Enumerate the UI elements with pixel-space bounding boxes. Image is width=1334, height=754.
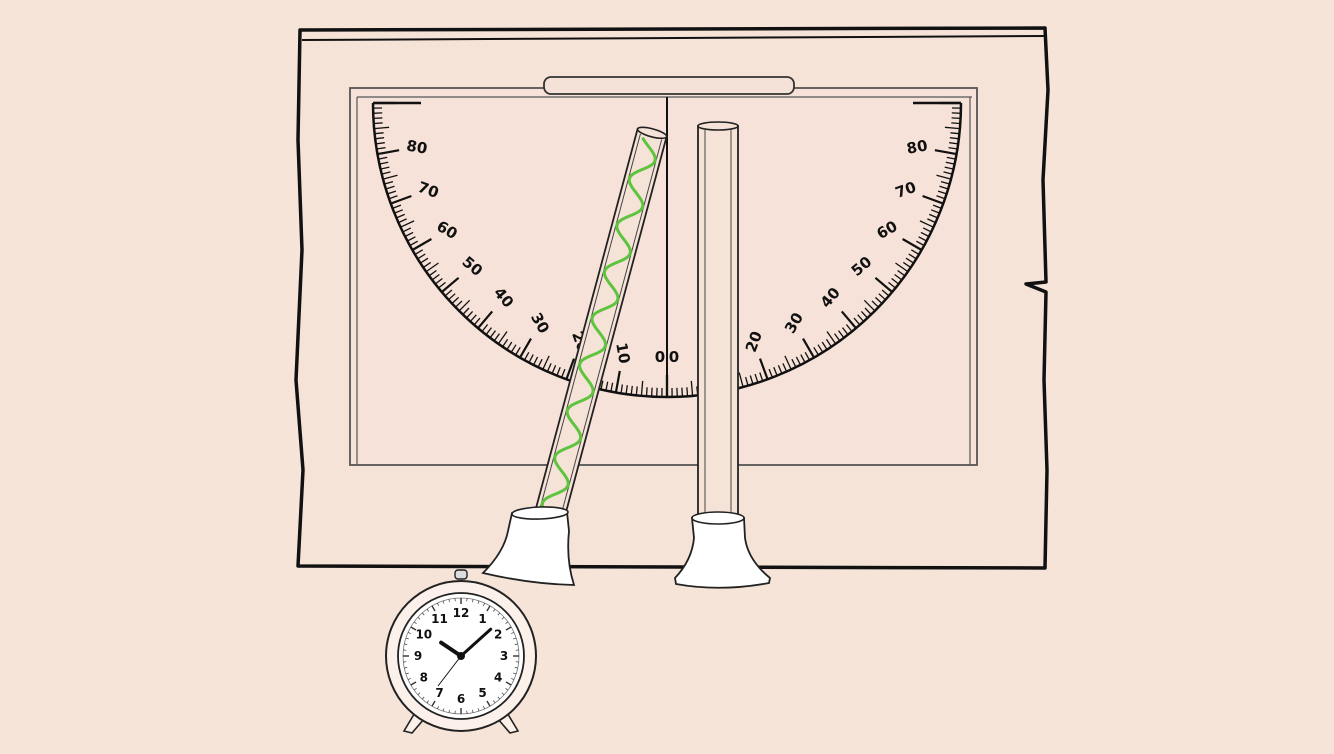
right-scale-tick bbox=[951, 123, 960, 124]
clock-numeral: 1 bbox=[478, 612, 486, 626]
top-bar bbox=[544, 77, 794, 94]
clock-numeral: 3 bbox=[500, 649, 508, 663]
clock-numeral: 12 bbox=[453, 606, 470, 620]
right-scale-tick bbox=[682, 388, 683, 397]
clock-numeral: 8 bbox=[420, 671, 428, 685]
clock-numeral: 10 bbox=[415, 628, 432, 642]
right-scale-tick bbox=[950, 133, 959, 134]
left-scale-tick bbox=[375, 133, 384, 134]
left-scale-tick bbox=[652, 388, 653, 397]
clock-numeral: 5 bbox=[478, 686, 486, 700]
clock-knob bbox=[455, 570, 467, 579]
right-scale-label: 80 bbox=[905, 136, 929, 157]
right-scale-tick bbox=[687, 387, 688, 396]
clock-numeral: 4 bbox=[494, 671, 502, 685]
right-scale-label: 0 bbox=[669, 348, 679, 366]
left-scale-label: 80 bbox=[405, 136, 429, 157]
clock-numeral: 6 bbox=[457, 692, 465, 706]
left-scale-tick bbox=[647, 387, 648, 396]
clock-numeral: 11 bbox=[431, 612, 448, 626]
left-scale-tick bbox=[374, 123, 383, 124]
left-scale-label: 0 bbox=[655, 348, 665, 366]
clock-numeral: 9 bbox=[414, 649, 422, 663]
left-scale-tick bbox=[373, 118, 382, 119]
left-scale-tick bbox=[636, 386, 637, 395]
clock-numeral: 2 bbox=[494, 628, 502, 642]
clock-numeral: 7 bbox=[435, 686, 443, 700]
clock-center-pin bbox=[457, 652, 465, 660]
left-scale-label: 10 bbox=[612, 341, 633, 365]
right-scale-tick bbox=[952, 118, 961, 119]
